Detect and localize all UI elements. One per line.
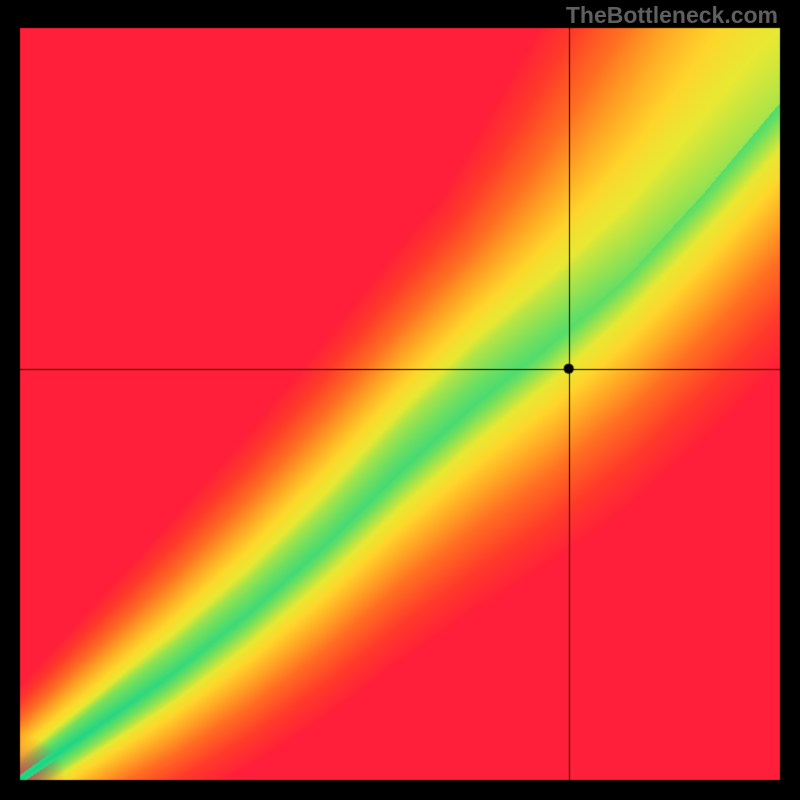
bottleneck-heatmap-canvas [0, 0, 800, 800]
watermark-text: TheBottleneck.com [566, 2, 778, 29]
chart-container: TheBottleneck.com [0, 0, 800, 800]
